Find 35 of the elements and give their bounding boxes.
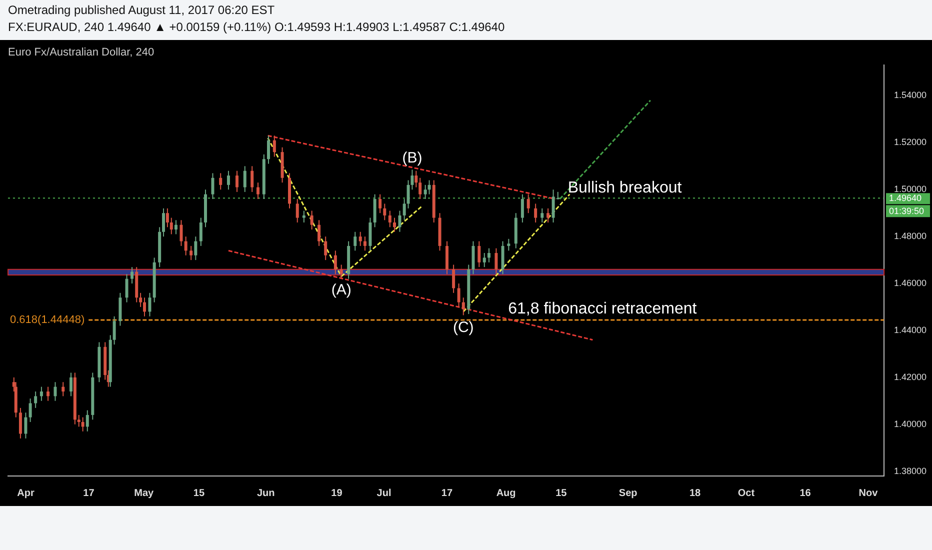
x-tick-label: May: [134, 488, 154, 499]
y-tick-label: 1.50000: [894, 184, 927, 194]
x-tick-label: 17: [441, 488, 453, 499]
y-tick-label: 1.42000: [894, 372, 927, 382]
x-tick-label: Sep: [618, 488, 638, 499]
x-tick-label: 17: [83, 488, 95, 499]
y-tick-label: 1.54000: [894, 90, 927, 100]
y-tick-label: 1.48000: [894, 231, 927, 242]
x-tick-label: Aug: [496, 488, 516, 499]
x-tick-label: Apr: [17, 488, 34, 499]
chart-title: Euro Fx/Australian Dollar, 240: [8, 46, 154, 59]
x-tick-label: Jun: [256, 488, 275, 499]
ref-line-label: 0.618(1.44448): [10, 314, 85, 326]
y-tick-label: 1.44000: [894, 324, 927, 335]
x-tick-label: 18: [689, 488, 702, 499]
annotation: (A): [331, 281, 352, 298]
annotation: Bullish breakout: [568, 179, 682, 196]
text: 01:39:50: [889, 206, 924, 216]
annotation: 61,8 fibonacci retracement: [508, 300, 698, 318]
x-tick-label: Jul: [376, 488, 392, 499]
y-tick-label: 1.46000: [894, 278, 927, 288]
x-tick-label: Oct: [738, 488, 756, 499]
chart-subtitle: FX:EURAUD, 240 1.49640 ▲ +0.00159 (+0.11%) O:1.49593 H:1.49903 L:1.49587 C:1.49640: [8, 19, 506, 36]
y-tick-label: 1.52000: [894, 137, 927, 148]
ref-line-label: 1.49640: [889, 193, 922, 204]
annotation: (C): [452, 318, 474, 336]
annotation: (B): [402, 149, 422, 166]
y-tick-label: 1.40000: [894, 418, 927, 429]
x-tick-label: 15: [193, 488, 205, 499]
x-tick-label: 15: [556, 488, 568, 499]
x-tick-label: 16: [800, 488, 812, 499]
x-tick-label: 19: [331, 488, 343, 499]
x-tick-label: Nov: [858, 488, 878, 499]
y-tick-label: 1.38000: [894, 466, 927, 476]
text: Ometrading published August 11, 2017 06:20 EST: [8, 2, 276, 19]
